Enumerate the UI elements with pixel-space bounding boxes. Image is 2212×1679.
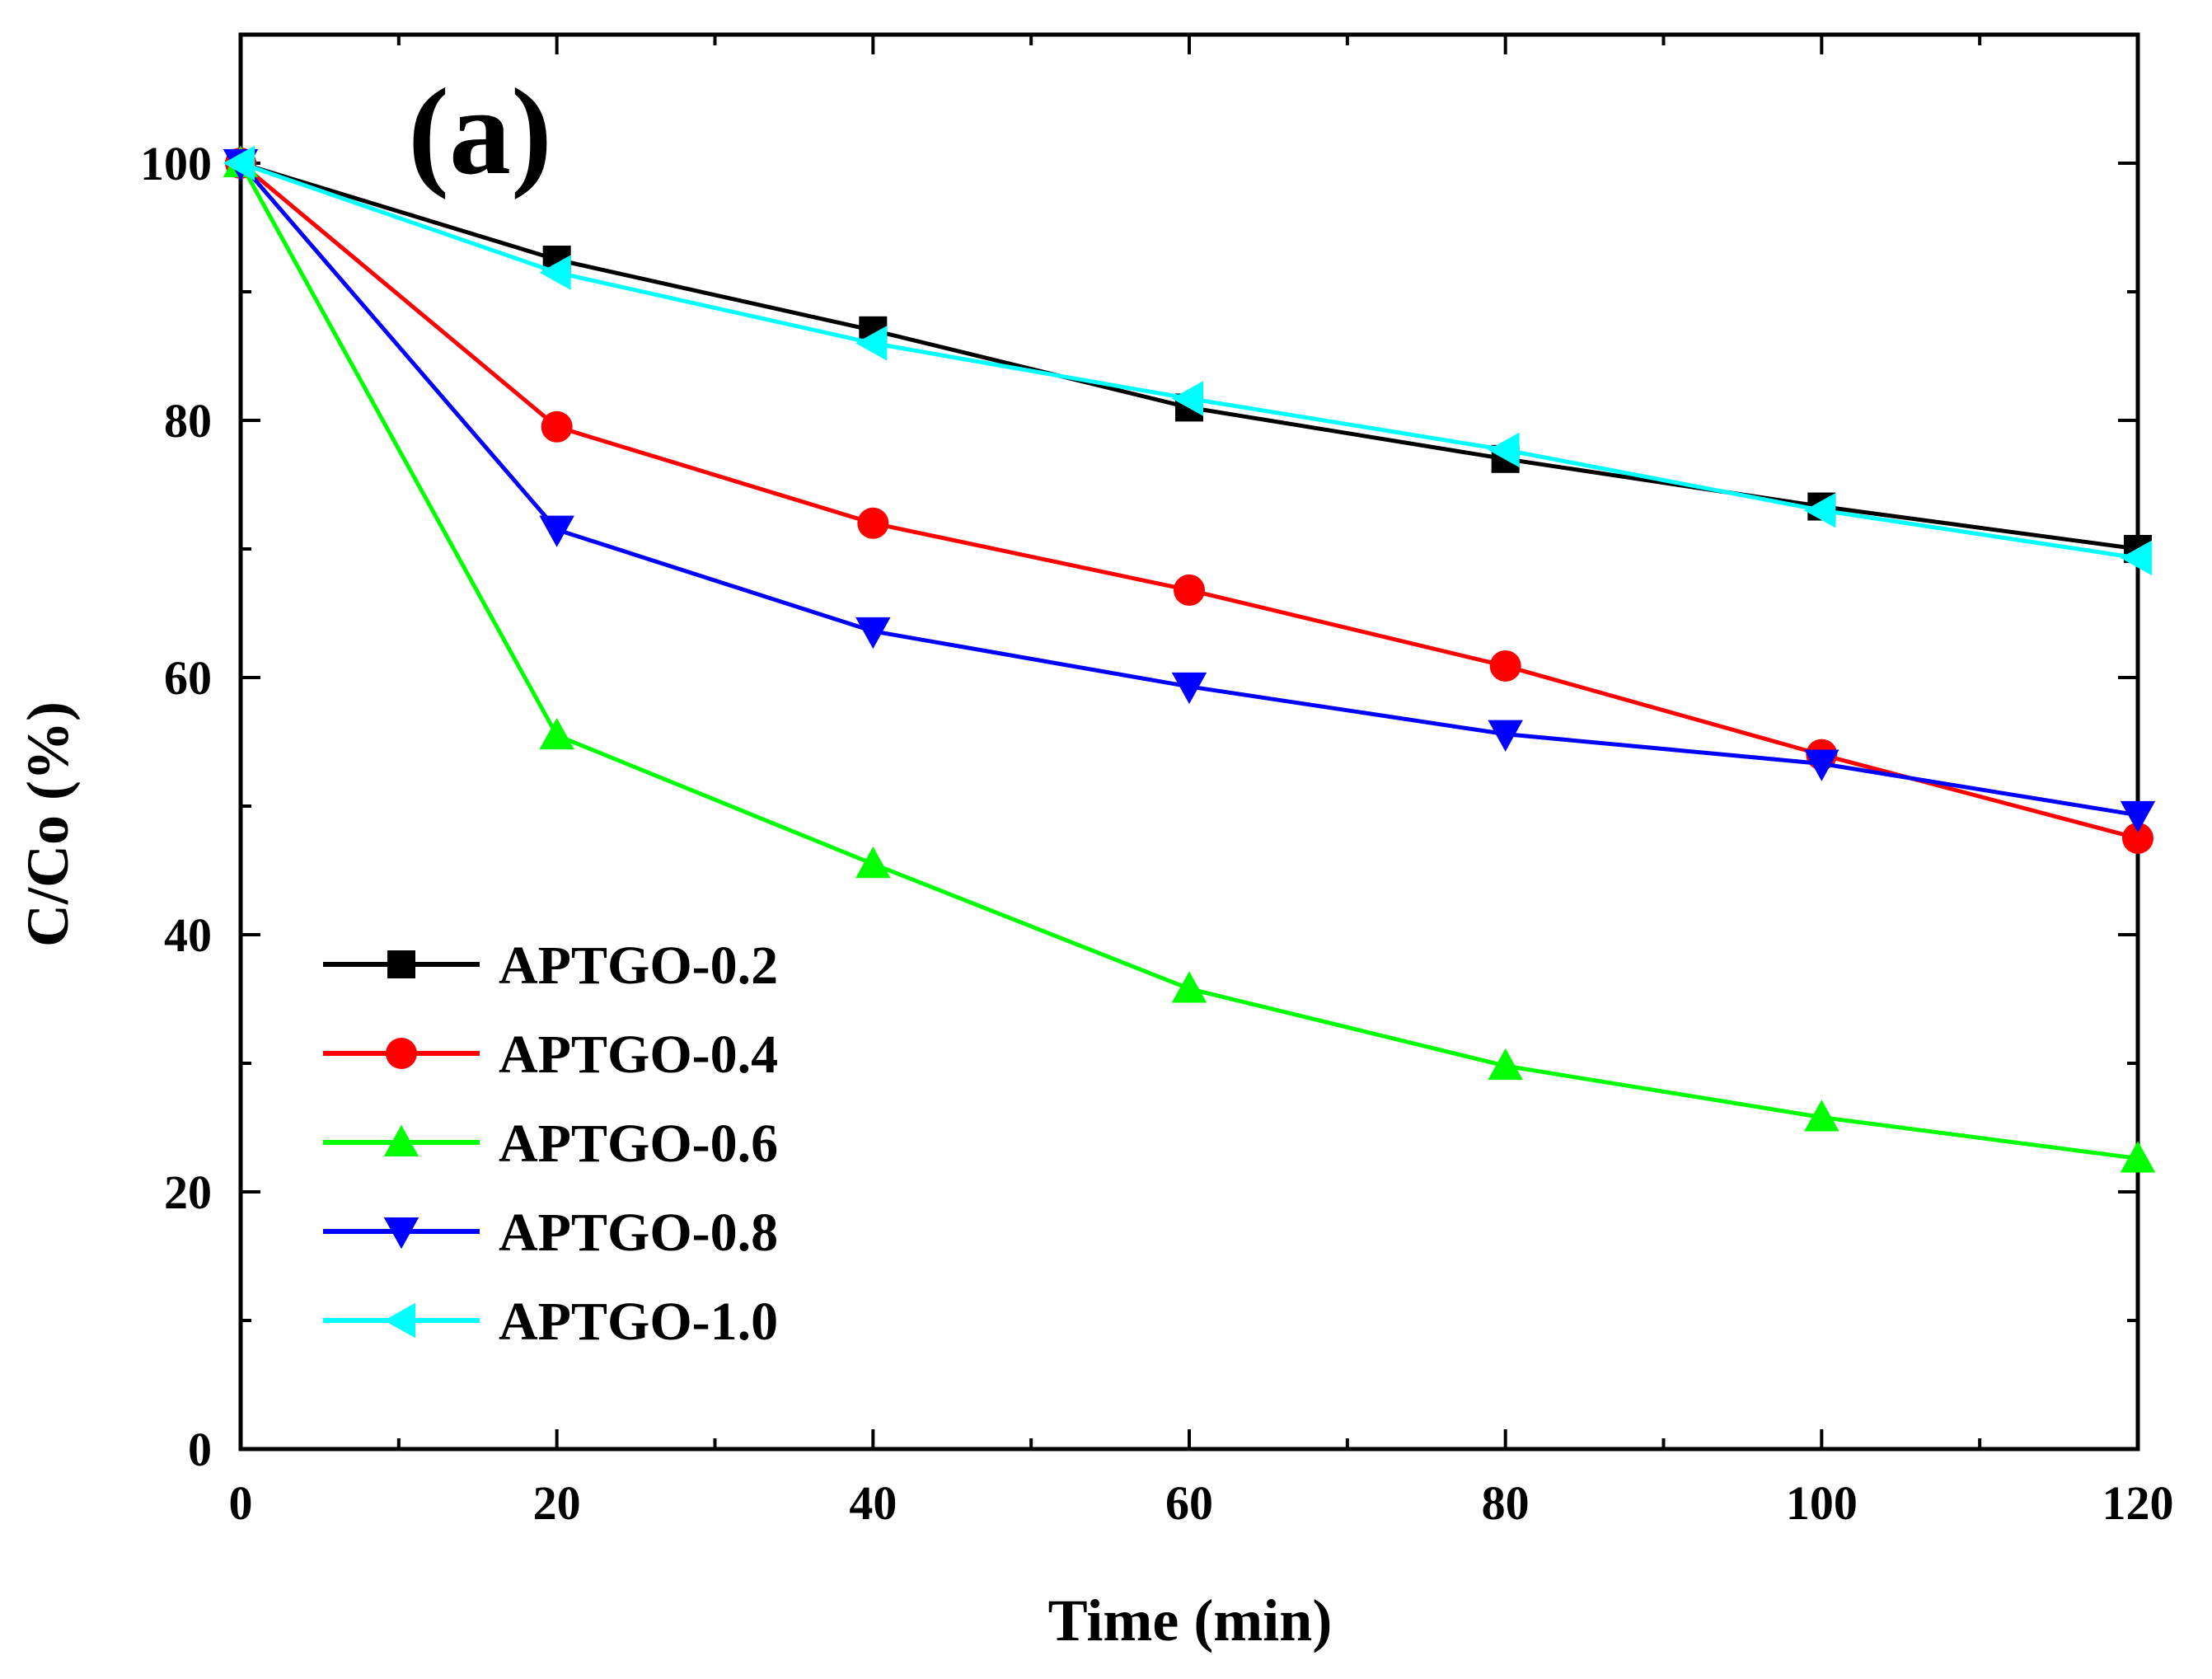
data-point [1488,1048,1523,1081]
legend-marker [387,950,415,978]
x-tick-label: 40 [849,1476,897,1530]
series-aptgo-0.4 [225,148,2153,854]
data-point [855,617,891,650]
y-tick-label: 0 [188,1423,212,1476]
legend-item: APTGO-0.8 [323,1203,778,1263]
data-point [1804,492,1836,528]
legend-marker [383,1302,415,1339]
x-tick-label: 100 [1786,1476,1858,1530]
data-point [2120,800,2156,833]
data-point [223,145,255,181]
legend-marker [383,1217,419,1250]
legend-marker [386,1038,417,1069]
y-tick-label: 80 [164,394,212,448]
data-point [1489,650,1521,682]
x-tick-label: 0 [229,1476,253,1530]
series-aptgo-0.8 [223,149,2156,833]
x-tick-label: 20 [533,1476,581,1530]
legend-label: APTGO-0.6 [499,1114,778,1174]
series-line [238,162,2139,1161]
legend-label: APTGO-1.0 [499,1292,778,1352]
legend-marker [383,1124,419,1156]
data-point [1171,672,1207,705]
series-aptgo-0.6 [223,145,2156,1173]
legend-item: APTGO-0.6 [323,1114,778,1174]
legend-item: APTGO-0.4 [323,1025,778,1085]
y-tick-label: 60 [164,651,212,705]
x-tick-label: 120 [2102,1476,2174,1530]
y-tick-label: 40 [164,908,212,962]
legend-item: APTGO-0.2 [323,936,778,996]
data-point [539,255,571,290]
x-axis-label: Time (min) [1048,1588,1333,1653]
data-point [539,515,574,547]
data-point [541,410,573,443]
y-tick-label: 20 [164,1165,212,1219]
data-point [2122,823,2153,854]
legend-label: APTGO-0.4 [499,1025,778,1085]
x-tick-label: 60 [1165,1476,1213,1530]
data-point [1171,971,1207,1003]
legend-item: APTGO-1.0 [323,1292,778,1352]
data-point [1174,574,1205,606]
data-point [2120,540,2152,576]
x-tick-label: 80 [1482,1476,1530,1530]
data-point [1804,749,1839,781]
legend: APTGO-0.2 APTGO-0.4 APTGO-0.6 APTGO-0.8 APTG… [323,936,778,1352]
data-point [1804,1100,1839,1132]
series-line [240,161,2139,560]
data-point [1488,720,1523,752]
legend-label: APTGO-0.8 [499,1203,778,1263]
data-point [1488,432,1520,468]
panel-label: (a) [408,63,552,200]
y-tick-label: 100 [140,137,212,190]
data-point [855,846,891,879]
data-point [857,507,889,539]
data-point [2120,1141,2156,1173]
y-axis-label: C/Co (%) [15,701,81,947]
data-point [1171,381,1203,416]
legend-label: APTGO-0.2 [499,936,778,996]
series-line [239,162,2139,841]
plot-area: 0 20 40 60 80 100 120 0 20 40 60 80 100 [140,32,2174,1530]
data-point [855,326,888,361]
series-aptgo-0.2 [227,149,2152,563]
data-point [539,717,574,750]
series-aptgo-1.0 [223,145,2152,576]
